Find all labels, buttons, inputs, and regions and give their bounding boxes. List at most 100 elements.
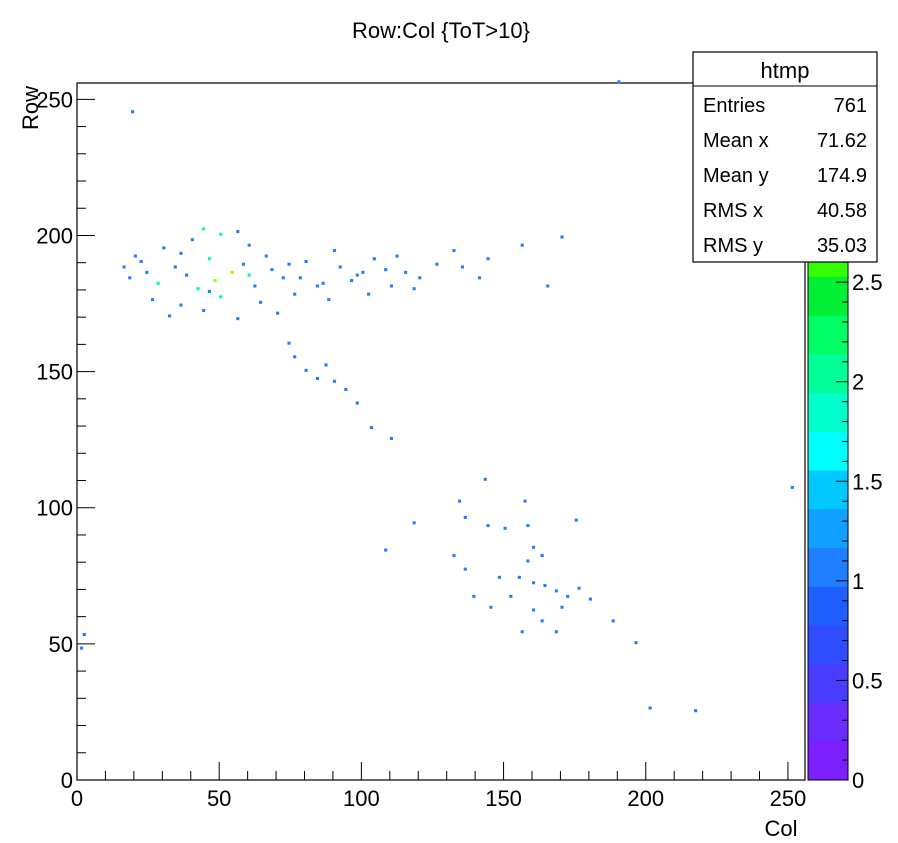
heatmap-cell [230, 270, 234, 274]
heatmap-cell [270, 268, 274, 272]
heatmap-cell [790, 485, 794, 489]
stats-row-label: RMS y [703, 235, 763, 257]
heatmap-cell [404, 270, 408, 274]
heatmap-cell [207, 289, 211, 293]
heatmap-cell [412, 287, 416, 291]
heatmap-cell [264, 254, 268, 258]
heatmap-cell [389, 284, 393, 288]
heatmap-cell [486, 257, 490, 261]
y-tick-label: 0 [61, 768, 73, 793]
heatmap-cell [247, 243, 251, 247]
heatmap-cell [577, 586, 581, 590]
heatmap-cell [293, 292, 297, 296]
stats-box-frame [692, 51, 878, 263]
heatmap-cell [293, 355, 297, 359]
y-axis-label: Row [18, 86, 43, 130]
stats-row-value: 35.03 [817, 235, 867, 257]
color-scale-segment [808, 702, 848, 742]
heatmap-cell [389, 436, 393, 440]
stats-row-value: 71.62 [817, 130, 867, 152]
heatmap-cell [523, 499, 527, 503]
y-tick-label: 100 [36, 496, 73, 521]
heatmap-cell [648, 706, 652, 710]
stats-row-label: RMS x [703, 200, 763, 222]
heatmap-cell [196, 287, 200, 291]
stats-row-value: 40.58 [817, 200, 867, 222]
stats-box: htmp Entries 761 Mean x 71.62 Mean y 174.9 RMS… [692, 51, 878, 263]
color-scale-segment [808, 431, 848, 471]
heatmap-cell [460, 265, 465, 269]
stats-title: htmp [761, 58, 810, 83]
z-tick-label: 1.5 [852, 469, 883, 494]
heatmap-cell [574, 518, 578, 522]
color-scale-segment [808, 625, 848, 665]
heatmap-cell [472, 594, 476, 598]
heatmap-cell [497, 575, 502, 579]
heatmap-cell [694, 709, 698, 713]
heatmap-cell [634, 641, 638, 645]
y-tick-label: 250 [36, 87, 73, 112]
heatmap-cell [207, 257, 211, 261]
x-tick-label: 200 [627, 786, 664, 811]
stats-row-value: 761 [834, 95, 867, 117]
heatmap-cell [150, 298, 155, 302]
heatmap-cell [435, 262, 439, 266]
heatmap-cell [281, 276, 285, 280]
color-scale-segment [808, 586, 848, 626]
heatmap-cell [611, 619, 615, 623]
heatmap-cell [543, 583, 547, 587]
z-tick-label: 2.5 [852, 270, 883, 295]
heatmap-cell [532, 581, 536, 585]
y-tick-label: 50 [49, 632, 73, 657]
heatmap-cell [219, 295, 223, 299]
heatmap-cell [355, 273, 359, 277]
heatmap-cell [532, 545, 536, 549]
y-axis-ticks: 0 50 100 150 200 250 [36, 87, 95, 793]
heatmap-cells [79, 80, 794, 713]
heatmap-cell [128, 276, 132, 280]
heatmap-cell [202, 308, 206, 312]
heatmap-cell [131, 110, 135, 114]
heatmap-cell [219, 232, 223, 236]
stats-row-value: 174.9 [817, 165, 867, 187]
heatmap-cell [253, 284, 257, 288]
color-scale-segment [808, 470, 848, 510]
heatmap-cell [554, 630, 558, 634]
x-tick-label: 250 [770, 786, 807, 811]
z-tick-label: 1 [852, 569, 864, 594]
heatmap-cell [463, 567, 467, 571]
heatmap-cell [179, 303, 183, 307]
y-tick-label: 150 [36, 360, 73, 385]
heatmap-cell [350, 279, 354, 283]
heatmap-cell [190, 238, 194, 242]
heatmap-cell [520, 243, 524, 247]
heatmap-cell [287, 262, 291, 266]
heatmap-cell [213, 279, 217, 283]
heatmap-cell [338, 265, 342, 269]
heatmap-cell [369, 426, 374, 430]
heatmap-cell [304, 368, 308, 372]
x-axis-label: Col [764, 816, 797, 841]
x-axis-ticks: 0 50 100 150 200 250 [71, 762, 806, 811]
heatmap-cell [367, 292, 371, 296]
heatmap-cell [477, 276, 482, 280]
heatmap-cell [384, 268, 388, 272]
heatmap-cell [122, 265, 126, 269]
x-tick-label: 0 [71, 786, 83, 811]
heatmap-cell [486, 524, 490, 528]
color-scale-segment [808, 392, 848, 432]
stats-rows: Entries 761 Mean x 71.62 Mean y 174.9 RMS x 40.… [703, 95, 867, 257]
z-tick-label: 2 [852, 370, 864, 395]
heatmap-cell [145, 270, 149, 274]
heatmap-cell [517, 575, 521, 579]
heatmap-cell [168, 314, 172, 318]
heatmap-cell [452, 249, 456, 253]
heatmap-cell [526, 524, 530, 528]
heatmap-cell [554, 589, 558, 593]
heatmap-cell [276, 311, 280, 315]
y-tick-label: 200 [36, 223, 73, 248]
heatmap-cell [236, 317, 240, 321]
heatmap-cell [540, 619, 544, 623]
heatmap-cell [566, 594, 570, 598]
color-scale-segment [808, 276, 848, 316]
